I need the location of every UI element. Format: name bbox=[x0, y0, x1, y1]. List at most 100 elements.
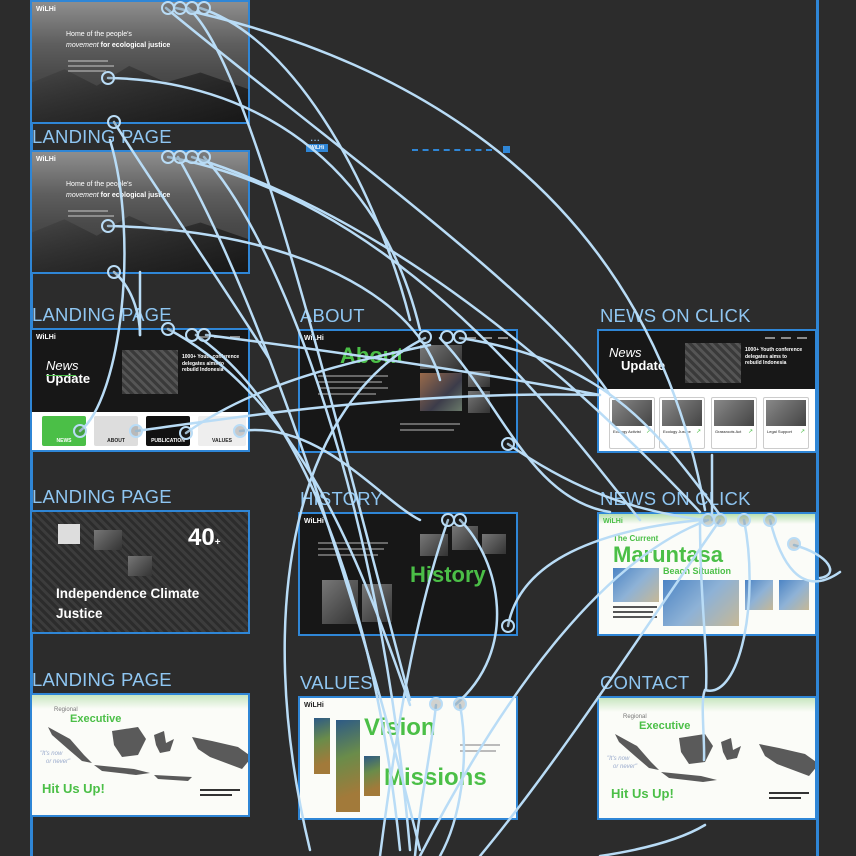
frame-landing-top[interactable]: WiLHi Home of the people's movement for … bbox=[30, 0, 250, 124]
connector-node[interactable] bbox=[101, 71, 115, 85]
quote-line2: or never" bbox=[46, 759, 71, 765]
collage-photo bbox=[58, 524, 80, 544]
cta-hit-us-up[interactable]: Hit Us Up! bbox=[42, 781, 105, 796]
history-photo bbox=[362, 584, 392, 622]
card-title: Ecology Activist bbox=[613, 429, 641, 434]
arrow-icon: ↗ bbox=[799, 429, 805, 435]
connector-node[interactable] bbox=[101, 219, 115, 233]
article-photo bbox=[745, 580, 773, 610]
connector-node[interactable] bbox=[501, 437, 515, 451]
arrow-icon: ↗ bbox=[747, 429, 753, 435]
connector-node[interactable] bbox=[453, 697, 467, 711]
paragraph-line bbox=[318, 393, 376, 395]
card-image bbox=[766, 400, 806, 426]
connector-node[interactable] bbox=[161, 322, 175, 336]
connector-node[interactable] bbox=[129, 424, 143, 438]
values-photo bbox=[364, 756, 380, 796]
frame-landing-2[interactable]: WiLHi Home of the people's movement for … bbox=[30, 150, 250, 274]
paragraph-line bbox=[613, 611, 653, 613]
title-sub: Beach Situation bbox=[663, 566, 732, 576]
news-card[interactable]: Ecology Justice ↗ bbox=[659, 397, 705, 449]
history-photo bbox=[482, 534, 506, 554]
frame-values[interactable]: WiLHi Vision Missions bbox=[298, 696, 518, 820]
paragraph-line bbox=[318, 375, 388, 377]
news-bold: Update bbox=[46, 371, 91, 386]
count-suffix: + bbox=[214, 537, 221, 548]
connector-node[interactable] bbox=[429, 697, 443, 711]
hero-line1: Home of the people's bbox=[66, 31, 132, 38]
connector-node[interactable] bbox=[418, 330, 432, 344]
card-title: Grassroots Act bbox=[715, 429, 742, 434]
connector-node[interactable] bbox=[179, 426, 193, 440]
frame-landing-5[interactable]: Regional Executive "It's now or never" H… bbox=[30, 693, 250, 817]
connector-node[interactable] bbox=[713, 513, 727, 527]
card-image bbox=[714, 400, 754, 426]
logo: WiLHi bbox=[36, 334, 56, 341]
arrow-icon: ↗ bbox=[695, 429, 701, 435]
hero-bold: for ecological justice bbox=[98, 191, 171, 199]
frame-landing-4[interactable]: 40+ Independence Climate Justice bbox=[30, 510, 250, 634]
article-photo bbox=[779, 580, 809, 610]
frame-label: ABOUT bbox=[300, 305, 365, 326]
connector-node[interactable] bbox=[501, 619, 515, 633]
connector-node[interactable] bbox=[197, 1, 211, 15]
about-heading: About bbox=[340, 343, 404, 368]
contact-line bbox=[200, 789, 240, 791]
title-line1: Independence Climate bbox=[56, 586, 200, 601]
news-headline: 1000+ Youth conference delegates aims to… bbox=[745, 347, 803, 366]
card-title: Legal Support bbox=[767, 429, 792, 434]
frame-contact[interactable]: Regional Executive "It's now or never" H… bbox=[597, 696, 817, 820]
hero-italic: movement bbox=[66, 41, 99, 49]
top-gradient bbox=[599, 698, 815, 712]
frame-news-click-1[interactable]: News Update 1000+ Youth conference deleg… bbox=[597, 329, 817, 453]
frame-label: NEWS ON CLICK bbox=[600, 488, 751, 509]
connector-node[interactable] bbox=[440, 330, 454, 344]
frame-label: LANDING PAGE bbox=[32, 669, 172, 690]
card-image bbox=[612, 400, 652, 426]
heading-executive: Executive bbox=[70, 713, 122, 725]
news-card[interactable]: Legal Support ↗ bbox=[763, 397, 809, 449]
connector-node[interactable] bbox=[107, 265, 121, 279]
dashed-guide bbox=[412, 149, 492, 151]
guide-handle[interactable] bbox=[503, 146, 510, 153]
cta-hit-us-up[interactable]: Hit Us Up! bbox=[611, 786, 674, 801]
contact-line bbox=[769, 797, 801, 799]
connector-node[interactable] bbox=[197, 150, 211, 164]
connector-node[interactable] bbox=[737, 513, 751, 527]
news-card[interactable]: Grassroots Act ↗ bbox=[711, 397, 757, 449]
frame-news-click-2[interactable]: WiLHi The Current Maruntasa Beach Situat… bbox=[597, 512, 817, 636]
history-heading: History bbox=[410, 562, 486, 587]
paragraph-line bbox=[460, 750, 496, 752]
connector-node[interactable] bbox=[453, 513, 467, 527]
paragraph-line bbox=[68, 60, 108, 62]
paragraph-line bbox=[318, 548, 384, 550]
count-value: 40 bbox=[188, 524, 215, 551]
connector-node[interactable] bbox=[453, 330, 467, 344]
connector-node[interactable] bbox=[763, 513, 777, 527]
about-photo bbox=[468, 391, 490, 413]
frame-about[interactable]: WiLHi About bbox=[298, 329, 518, 453]
frame-label: NEWS ON CLICK bbox=[600, 305, 751, 326]
paragraph-line bbox=[318, 554, 378, 556]
hero-text: Home of the people's movement for ecolog… bbox=[66, 180, 170, 201]
indonesia-map bbox=[615, 734, 815, 782]
component-chip[interactable]: WiLHi bbox=[306, 144, 328, 152]
news-card[interactable]: Ecology Activist ↗ bbox=[609, 397, 655, 449]
ellipsis: ... bbox=[310, 130, 321, 144]
connector-node[interactable] bbox=[73, 424, 87, 438]
article-photo bbox=[663, 580, 739, 626]
indonesia-map bbox=[48, 727, 248, 781]
history-photo bbox=[322, 580, 358, 624]
connector-node[interactable] bbox=[107, 115, 121, 129]
frame-history[interactable]: WiLHi History bbox=[298, 512, 518, 636]
contact-line bbox=[769, 792, 809, 794]
connector-node[interactable] bbox=[197, 328, 211, 342]
underline bbox=[46, 375, 76, 376]
hero-text: Home of the people's movement for ecolog… bbox=[66, 30, 170, 51]
connector-node[interactable] bbox=[233, 424, 247, 438]
hero-background bbox=[32, 152, 248, 272]
paragraph-line bbox=[613, 606, 657, 608]
logo: WiLHi bbox=[36, 156, 56, 163]
connector-node[interactable] bbox=[787, 537, 801, 551]
